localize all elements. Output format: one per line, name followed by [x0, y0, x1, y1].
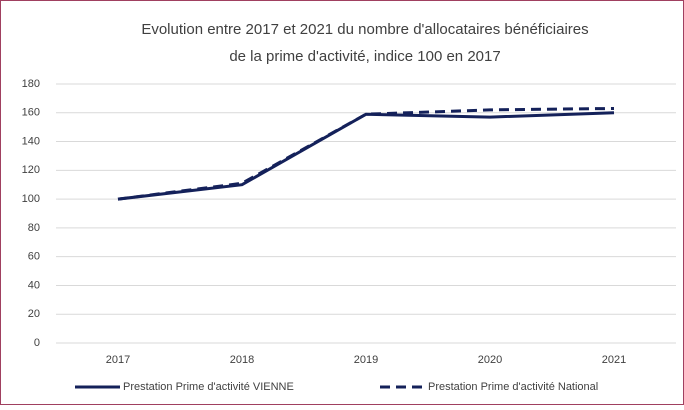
chart-title: Evolution entre 2017 et 2021 du nombre d…	[141, 21, 588, 38]
y-tick-label: 140	[22, 135, 40, 147]
x-tick-label: 2019	[354, 354, 378, 366]
y-tick-label: 120	[22, 164, 40, 176]
y-tick-label: 60	[28, 251, 40, 263]
y-tick-label: 180	[22, 78, 40, 90]
x-tick-label: 2020	[478, 354, 502, 366]
y-tick-label: 100	[22, 193, 40, 205]
x-tick-label: 2021	[602, 354, 626, 366]
x-tick-label: 2018	[230, 354, 254, 366]
line-series	[117, 106, 615, 201]
y-tick-label: 80	[28, 222, 40, 234]
y-tick-label: 0	[34, 337, 40, 349]
y-tick-label: 40	[28, 279, 40, 291]
y-tick-label: 20	[28, 308, 40, 320]
y-tick-label: 160	[22, 107, 40, 119]
legend-label: Prestation Prime d'activité VIENNE	[123, 381, 294, 393]
chart-title: de la prime d'activité, indice 100 en 20…	[229, 48, 500, 65]
legend-label: Prestation Prime d'activité National	[428, 381, 598, 393]
x-tick-label: 2017	[106, 354, 130, 366]
